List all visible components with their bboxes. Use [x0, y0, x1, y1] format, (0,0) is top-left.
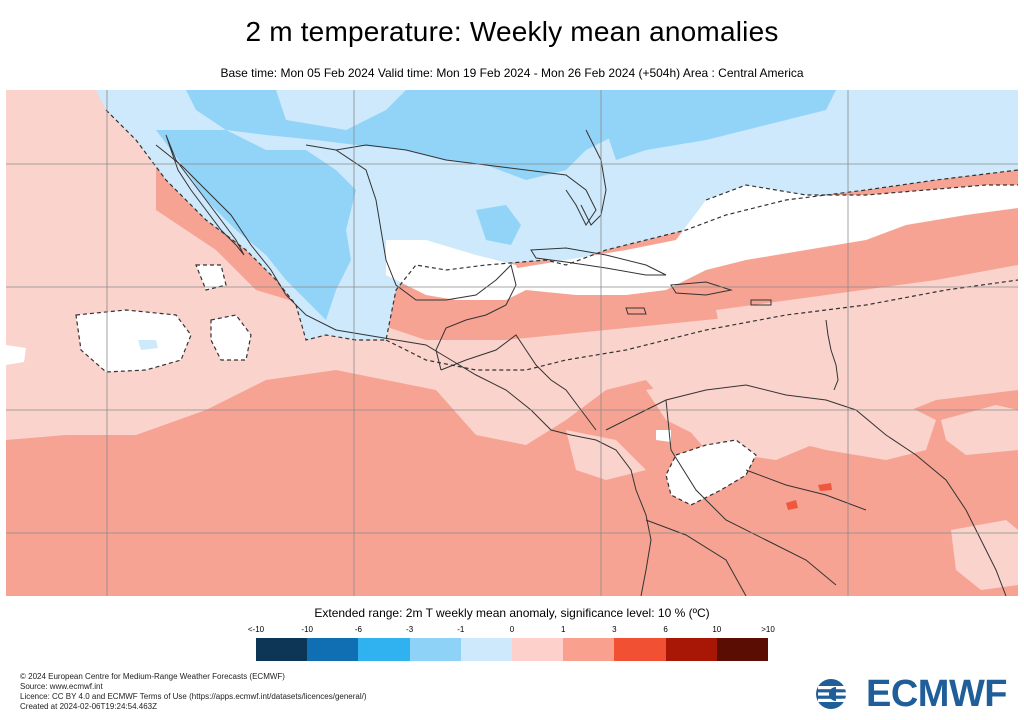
legend-label: 6: [663, 625, 667, 634]
ecmwf-logo-icon: [814, 677, 860, 711]
anomaly-map-svg: [6, 90, 1018, 596]
ecmwf-logo: ECMWF: [814, 674, 1007, 714]
legend-swatch: [666, 638, 717, 661]
footer-copyright: © 2024 European Centre for Medium-Range …: [20, 672, 367, 682]
legend-swatch: [614, 638, 665, 661]
legend-swatch: [410, 638, 461, 661]
legend-label: -6: [355, 625, 362, 634]
neutral-patch-small-2: [6, 345, 26, 365]
legend-label: 3: [612, 625, 616, 634]
legend-swatch: [717, 638, 768, 661]
legend-label: 0: [510, 625, 514, 634]
anomaly-map: [6, 90, 1018, 596]
legend-labels: <-10 -10 -6 -3 -1 0 1 3 6 10 >10: [256, 625, 768, 637]
legend-swatch: [358, 638, 409, 661]
legend-label: 1: [561, 625, 565, 634]
legend-colorbar: [256, 638, 768, 661]
legend-label: -3: [406, 625, 413, 634]
legend-label: -10: [301, 625, 313, 634]
footer-credits: © 2024 European Centre for Medium-Range …: [20, 672, 367, 712]
legend-title: Extended range: 2m T weekly mean anomaly…: [0, 606, 1024, 620]
chart-title: 2 m temperature: Weekly mean anomalies: [0, 16, 1024, 48]
legend-label: 10: [712, 625, 721, 634]
legend-swatch: [256, 638, 307, 661]
legend-swatch: [512, 638, 563, 661]
legend-swatch: [307, 638, 358, 661]
legend-swatch: [461, 638, 512, 661]
footer-licence: Licence: CC BY 4.0 and ECMWF Terms of Us…: [20, 692, 367, 702]
legend-label: >10: [761, 625, 775, 634]
legend-label: -1: [457, 625, 464, 634]
legend-label: <-10: [248, 625, 264, 634]
legend-swatch: [563, 638, 614, 661]
chart-subtitle: Base time: Mon 05 Feb 2024 Valid time: M…: [0, 66, 1024, 80]
footer-created: Created at 2024-02-06T19:24:54.463Z: [20, 702, 367, 712]
footer-source: Source: www.ecmwf.int: [20, 682, 367, 692]
ecmwf-logo-text: ECMWF: [866, 673, 1007, 716]
